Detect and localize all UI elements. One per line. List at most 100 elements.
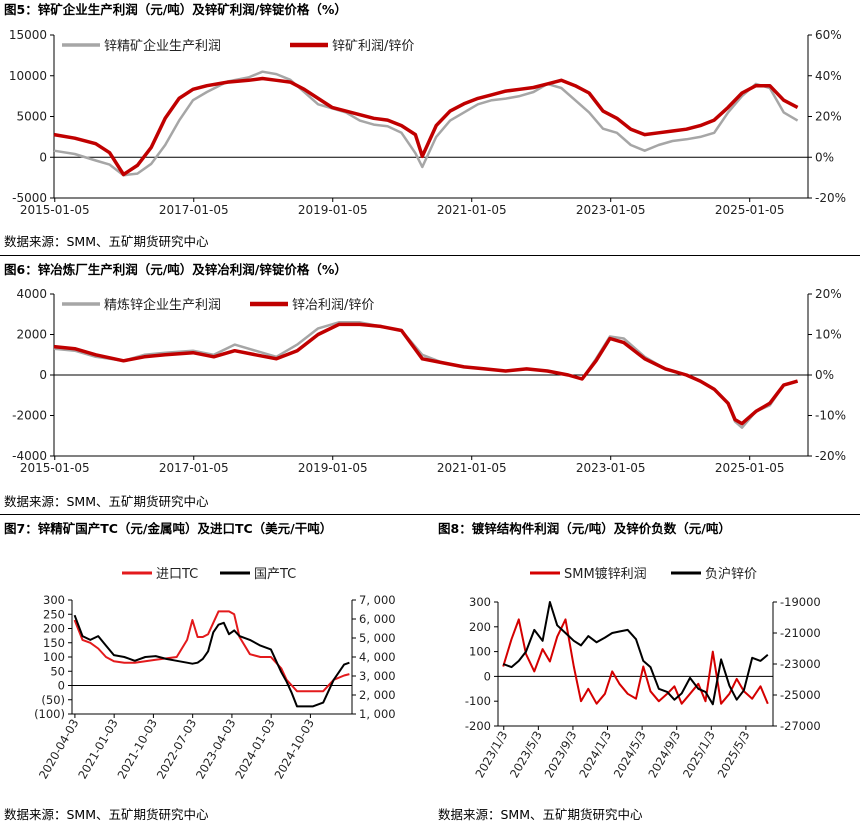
y-right-tick-label: 2, 000 xyxy=(359,688,396,702)
legend-label: 锌冶利润/锌价 xyxy=(292,298,374,313)
x-tick-label: 2025/1/3 xyxy=(680,729,718,781)
y-left-tick-label: 50 xyxy=(50,664,65,678)
series-line xyxy=(73,614,350,708)
y-left-tick-label: 0 xyxy=(39,150,47,164)
y-left-tick-label: 4000 xyxy=(16,287,47,301)
x-tick-label: 2024/9/3 xyxy=(645,729,683,781)
separator xyxy=(0,514,860,515)
y-right-tick-label: -27000 xyxy=(780,719,821,733)
x-tick-label: 2024/1/3 xyxy=(576,729,614,781)
y-right-tick-label: 6, 000 xyxy=(359,612,396,626)
x-tick-label: 2021-01-05 xyxy=(437,203,507,217)
y-right-tick-label: 1, 000 xyxy=(359,707,396,721)
chart5-title: 图5：锌矿企业生产利润（元/吨）及锌矿利润/锌锭价格（%） xyxy=(4,2,347,17)
x-tick-label: 2023-01-05 xyxy=(576,461,646,475)
y-left-tick-label: 250 xyxy=(43,607,65,621)
series-line xyxy=(73,610,350,693)
y-left-tick-label: 300 xyxy=(43,593,65,607)
y-right-tick-label: 4, 000 xyxy=(359,650,396,664)
x-tick-label: 2015-01-05 xyxy=(20,203,90,217)
y-left-tick-label: (50) xyxy=(41,693,65,707)
series-line xyxy=(53,70,799,177)
x-tick-label: 2021-01-03 xyxy=(75,717,121,782)
x-tick-label: 2025/5/3 xyxy=(715,729,753,781)
x-tick-label: 2021-01-05 xyxy=(437,461,507,475)
y-left-tick-label: 2000 xyxy=(16,328,47,342)
legend-label: 锌矿利润/锌价 xyxy=(332,39,414,54)
y-left-tick-label: (100) xyxy=(34,707,65,721)
y-left-tick-label: 100 xyxy=(469,645,491,659)
series-line xyxy=(53,322,799,426)
y-right-tick-label: -19000 xyxy=(780,595,821,609)
chart7-source: 数据来源：SMM、五矿期货研究中心 xyxy=(4,807,209,822)
x-tick-label: 2024-10-03 xyxy=(271,717,317,782)
legend-label: 锌精矿企业生产利润 xyxy=(104,38,221,54)
y-right-tick-label: -25000 xyxy=(780,688,821,702)
y-left-tick-label: -200 xyxy=(465,719,491,733)
x-tick-label: 2015-01-05 xyxy=(20,461,90,475)
x-tick-label: 2022-07-03 xyxy=(154,717,200,782)
chart8-title: 图8：镀锌结构件利润（元/吨）及锌价负数（元/吨） xyxy=(438,521,731,536)
series-line xyxy=(502,601,769,706)
y-left-tick-label: 300 xyxy=(469,595,491,609)
y-right-tick-label: 20% xyxy=(815,110,842,124)
x-tick-label: 2020-04-03 xyxy=(36,717,82,782)
x-tick-label: 2021-10-03 xyxy=(114,717,160,782)
y-right-tick-label: -21000 xyxy=(780,626,821,640)
y-left-tick-label: 0 xyxy=(484,669,491,683)
y-left-tick-label: 150 xyxy=(43,636,65,650)
legend-label: 进口TC xyxy=(156,567,198,582)
y-left-tick-label: 0 xyxy=(39,368,47,382)
y-left-tick-label: 15000 xyxy=(9,28,47,42)
x-tick-label: 2019-01-05 xyxy=(298,461,368,475)
y-right-tick-label: 0% xyxy=(815,368,834,382)
chart6: 4000 2000 0 -2000 -4000 20% 10% 0% -10% -20% 2015-… xyxy=(12,287,846,475)
x-tick-label: 2017-01-05 xyxy=(159,203,229,217)
separator xyxy=(0,255,860,256)
chart6-source: 数据来源：SMM、五矿期货研究中心 xyxy=(4,494,209,509)
chart6-title: 图6：锌冶炼厂生产利润（元/吨）及锌冶利润/锌锭价格（%） xyxy=(4,262,347,277)
chart8: 300 200 100 0 -100 -200 -19000 -21000 -23000 -250… xyxy=(465,566,821,781)
y-left-tick-label: 200 xyxy=(43,622,65,636)
y-left-tick-label: 10000 xyxy=(9,69,47,83)
y-right-tick-label: -10% xyxy=(815,409,846,423)
series-line xyxy=(502,618,769,705)
x-tick-label: 2023/5/3 xyxy=(507,729,545,781)
y-right-tick-label: -20% xyxy=(815,191,846,205)
y-right-tick-label: 0% xyxy=(815,150,834,164)
y-left-tick-label: -2000 xyxy=(12,409,47,423)
legend-label: 国产TC xyxy=(254,567,296,582)
y-left-tick-label: -100 xyxy=(465,694,491,708)
y-left-tick-label: 100 xyxy=(43,650,65,664)
y-left-tick-label: 0 xyxy=(58,679,65,693)
y-right-tick-label: 20% xyxy=(815,287,842,301)
x-tick-label: 2023-01-05 xyxy=(576,203,646,217)
x-tick-label: 2025-01-05 xyxy=(715,461,785,475)
y-left-tick-label: -5000 xyxy=(12,191,47,205)
y-left-tick-label: 5000 xyxy=(16,110,47,124)
y-right-tick-label: -23000 xyxy=(780,657,821,671)
y-right-tick-label: 40% xyxy=(815,69,842,83)
x-tick-label: 2024/5/3 xyxy=(611,729,649,781)
y-right-tick-label: 3, 000 xyxy=(359,669,396,683)
chart5-source: 数据来源：SMM、五矿期货研究中心 xyxy=(4,234,209,249)
y-right-tick-label: 10% xyxy=(815,328,842,342)
x-tick-label: 2023/1/3 xyxy=(472,729,510,781)
x-tick-label: 2024-01-03 xyxy=(232,717,278,782)
chart7-title: 图7：锌精矿国产TC（元/金属吨）及进口TC（美元/干吨） xyxy=(4,521,333,536)
y-left-tick-label: -4000 xyxy=(12,449,47,463)
x-tick-label: 2023-04-03 xyxy=(193,717,239,782)
legend-label: 精炼锌企业生产利润 xyxy=(104,297,221,313)
y-right-tick-label: -20% xyxy=(815,449,846,463)
y-right-tick-label: 60% xyxy=(815,28,842,42)
x-tick-label: 2025-01-05 xyxy=(715,203,785,217)
chart8-source: 数据来源：SMM、五矿期货研究中心 xyxy=(438,807,643,822)
x-tick-label: 2023/9/3 xyxy=(542,729,580,781)
legend-label: SMM镀锌利润 xyxy=(564,566,647,582)
x-tick-label: 2019-01-05 xyxy=(298,203,368,217)
legend-label: 负沪锌价 xyxy=(705,566,757,582)
y-left-tick-label: 200 xyxy=(469,620,491,634)
chart5: 15000 10000 5000 0 -5000 60% 40% 20% 0% -20% 2015-… xyxy=(9,28,846,217)
series-line xyxy=(53,76,799,177)
